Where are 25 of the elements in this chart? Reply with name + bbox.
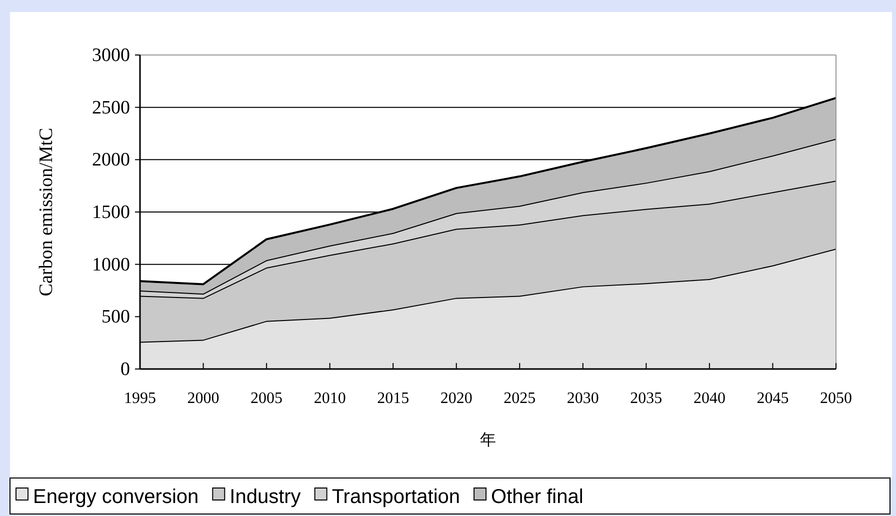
legend-label: Other final [491,486,584,508]
x-tick-label: 2030 [566,390,599,407]
x-tick-label: 2010 [314,390,346,407]
x-tick-label: 2020 [440,390,472,407]
x-tick-label: 2015 [377,390,410,407]
legend-label: Industry [230,486,301,508]
y-axis-title: Carbon emission/MtC [36,128,57,296]
x-tick-label: 2045 [756,390,789,407]
x-axis-title: 年 [480,432,496,449]
x-tick-label: 2050 [820,390,852,407]
x-tick-label: 2000 [187,390,220,407]
y-tick-label: 1500 [92,202,130,223]
y-tick-label: 3000 [92,45,130,66]
y-tick-label: 1000 [92,254,130,276]
x-tick-label: 2005 [250,390,283,407]
x-tick-label: 2040 [693,390,726,407]
y-tick-label: 500 [102,306,130,328]
legend-label: Energy conversion [33,486,199,508]
legend-label: Transportation [332,486,460,508]
x-tick-label: 2035 [630,390,662,407]
y-tick-label: 0 [120,359,130,380]
y-tick-label: 2500 [92,97,130,118]
x-tick-label: 2025 [504,390,536,407]
x-tick-label: 1995 [124,390,156,407]
y-tick-label: 2000 [92,150,130,171]
